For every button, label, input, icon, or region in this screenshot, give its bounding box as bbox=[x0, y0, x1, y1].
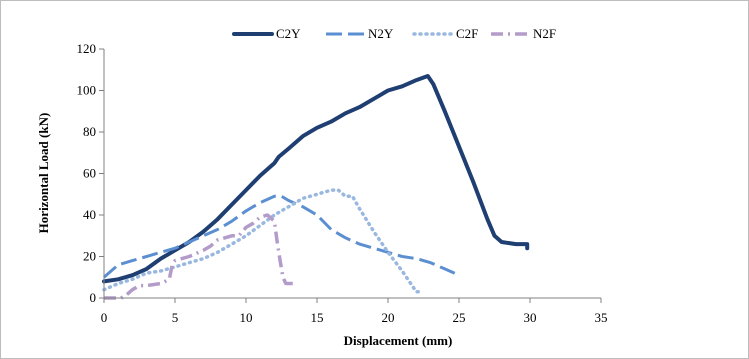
y-tick-label: 100 bbox=[77, 83, 97, 98]
legend-label-c2y: C2Y bbox=[276, 26, 301, 41]
x-tick-label: 30 bbox=[524, 310, 537, 325]
legend: C2Y N2Y C2F N2F bbox=[232, 26, 556, 41]
series-line-c2f bbox=[102, 188, 424, 294]
series-layer bbox=[102, 74, 530, 300]
axes: 0 20 40 60 80 100 120 0 5 10 15 20 25 30 35 bbox=[77, 41, 608, 325]
x-tick-label: 10 bbox=[240, 310, 253, 325]
legend-label-n2f: N2F bbox=[533, 26, 556, 41]
y-tick-label: 60 bbox=[83, 166, 96, 181]
x-tick-label: 35 bbox=[595, 310, 608, 325]
y-tick-label: 120 bbox=[77, 41, 97, 56]
x-tick-label: 5 bbox=[172, 310, 179, 325]
y-axis-title: Horizontal Load (kN) bbox=[36, 113, 51, 234]
x-tick-label: 25 bbox=[453, 310, 466, 325]
legend-label-n2y: N2Y bbox=[368, 26, 394, 41]
x-tick-label: 0 bbox=[101, 310, 108, 325]
series-line-n2y bbox=[103, 194, 460, 279]
series-line-n2f bbox=[104, 213, 296, 300]
x-tick-label: 15 bbox=[311, 310, 324, 325]
y-tick-label: 40 bbox=[83, 207, 96, 222]
legend-label-c2f: C2F bbox=[456, 26, 478, 41]
y-tick-label: 20 bbox=[83, 249, 96, 264]
y-tick-label: 80 bbox=[83, 124, 96, 139]
x-axis-title: Displacement (mm) bbox=[344, 333, 453, 348]
y-tick-label: 0 bbox=[90, 290, 97, 305]
x-tick-label: 20 bbox=[382, 310, 395, 325]
